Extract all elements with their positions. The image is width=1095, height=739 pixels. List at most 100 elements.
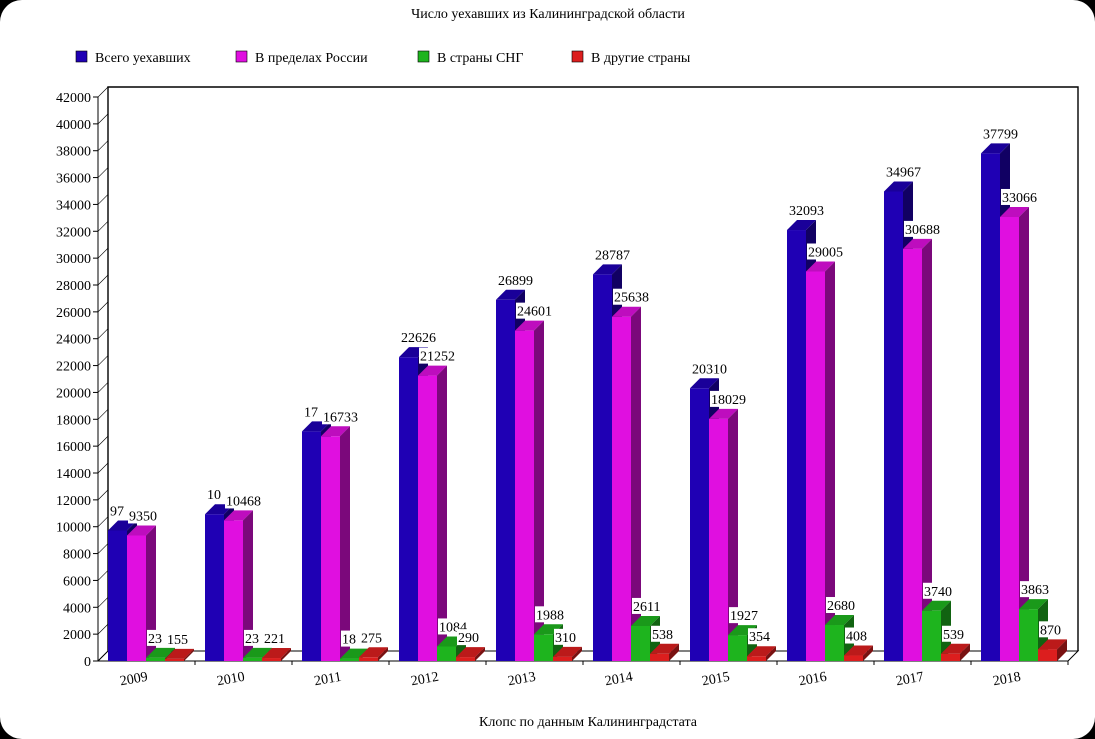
y-tick-label: 30000 [56, 252, 91, 267]
bar-top [165, 648, 194, 659]
bar-front [1019, 609, 1038, 661]
bar-top [340, 648, 369, 659]
y-tick-depth [97, 462, 109, 474]
data-label-bg [885, 163, 925, 180]
x-tick-label: 2018 [992, 670, 1022, 690]
data-label: 1988 [536, 608, 564, 623]
bar-top [553, 646, 582, 657]
bar-side [437, 365, 447, 661]
bar-side [534, 320, 544, 661]
bar-side [1019, 206, 1029, 661]
data-label: 870 [1040, 623, 1061, 638]
bar-side [922, 238, 932, 662]
data-label-bg [419, 347, 459, 364]
bar-top [981, 143, 1010, 154]
x-tick-label: 2013 [507, 670, 537, 690]
bar-side [572, 646, 582, 661]
bar-side [184, 648, 194, 661]
bar-front [690, 388, 709, 661]
data-label: 29005 [808, 246, 843, 261]
data-label: 25638 [614, 291, 649, 306]
bar-top [922, 600, 951, 611]
data-label: 538 [652, 628, 673, 643]
data-label-bg [322, 408, 362, 425]
data-label: 18029 [711, 393, 746, 408]
y-tick-depth [97, 489, 109, 501]
bar-front [1038, 649, 1057, 661]
y-tick-label: 4000 [63, 601, 91, 616]
bar-front [844, 655, 863, 661]
legend-item: В пределах России [235, 50, 368, 66]
bar-top [127, 525, 156, 536]
bar: 24601 [515, 302, 556, 661]
x-tick-label: 2017 [895, 670, 925, 690]
bar: 155 [165, 630, 194, 661]
data-label: 33066 [1002, 191, 1037, 206]
data-label-bg [904, 220, 944, 237]
bar: 275 [359, 629, 388, 661]
bar: 310 [553, 628, 582, 661]
bar-top [903, 238, 932, 249]
bar-front [1000, 216, 1019, 661]
y-tick-label: 22000 [56, 360, 91, 375]
bar-top [262, 648, 291, 659]
bar-front [747, 656, 766, 661]
data-label-bg [400, 329, 440, 346]
data-label-bg [457, 629, 482, 646]
bar-front [787, 230, 806, 661]
data-label-bg [613, 288, 653, 305]
bar-front [262, 658, 281, 661]
bar-front [340, 658, 359, 661]
bar-front [399, 357, 418, 661]
data-label: 37799 [983, 127, 1018, 142]
bar-front [359, 657, 378, 661]
data-label: 290 [458, 631, 479, 646]
bar: 538 [650, 625, 679, 661]
bar-top [650, 643, 679, 654]
bar-top [787, 220, 816, 231]
legend-swatch [75, 50, 88, 63]
data-label-bg [166, 630, 191, 647]
data-label: 3863 [1021, 583, 1049, 598]
data-label-bg [807, 243, 847, 260]
data-label: 18 [342, 633, 356, 648]
y-tick-depth [97, 435, 109, 447]
bar-top [612, 306, 641, 317]
y-tick-label: 26000 [56, 306, 91, 321]
data-label-bg [341, 630, 359, 647]
y-tick-label: 42000 [56, 91, 91, 106]
bar-front [709, 418, 728, 661]
bar: 2611 [631, 597, 665, 661]
bar: 354 [747, 628, 776, 661]
y-tick-depth [97, 650, 109, 662]
data-label-bg [303, 403, 321, 420]
bar-front [205, 514, 224, 661]
bar-top [728, 625, 757, 636]
bar-top [941, 643, 970, 654]
y-tick-depth [97, 194, 109, 205]
data-label: 34967 [886, 165, 921, 180]
y-tick-depth [97, 623, 109, 635]
bar-side [669, 643, 679, 661]
bar-front [321, 436, 340, 661]
data-label: 354 [749, 630, 770, 645]
y-tick-label: 28000 [56, 279, 91, 294]
data-label-bg [128, 507, 161, 524]
bar-front [146, 657, 165, 661]
bar-front [806, 271, 825, 661]
data-label: 3740 [924, 585, 952, 600]
y-tick-label: 38000 [56, 145, 91, 160]
bar-top [709, 408, 738, 419]
bar: 16733 [321, 408, 362, 661]
data-label: 21252 [420, 350, 455, 365]
y-tick-label: 18000 [56, 413, 91, 428]
data-label-bg [942, 625, 967, 642]
data-label: 9350 [129, 509, 157, 524]
data-label-bg [632, 597, 665, 614]
bar-front [593, 274, 612, 661]
bar-front [515, 330, 534, 661]
chart-title: Число уехавших из Калининградской област… [411, 7, 685, 22]
bar-top [690, 378, 719, 389]
